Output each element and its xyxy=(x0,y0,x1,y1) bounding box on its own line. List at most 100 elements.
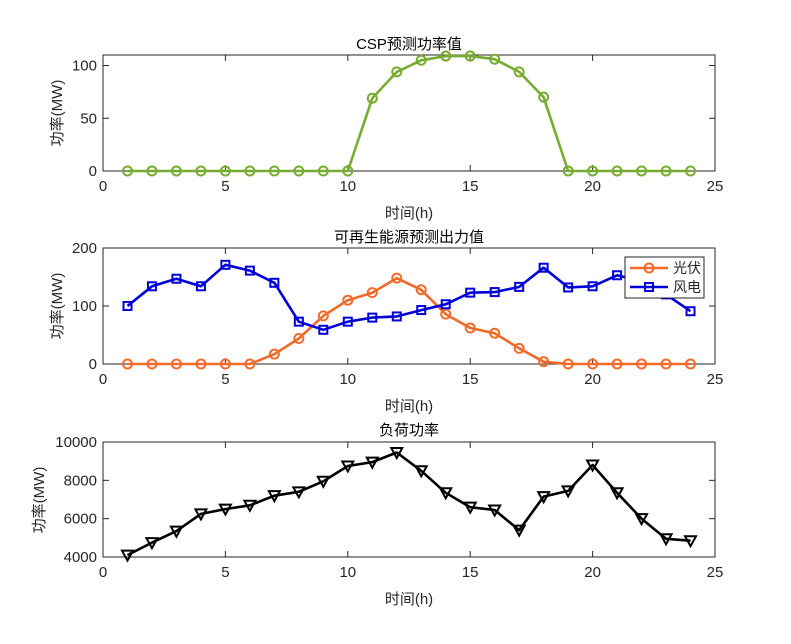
data-point xyxy=(242,499,258,513)
legend-label: 风电 xyxy=(673,279,701,295)
data-point xyxy=(317,165,329,177)
data-point xyxy=(489,327,501,339)
data-point xyxy=(489,53,501,65)
legend-marker xyxy=(643,262,655,274)
data-point xyxy=(121,165,133,177)
data-point xyxy=(195,165,207,177)
y-tick-label: 0 xyxy=(89,356,97,373)
data-point xyxy=(415,54,427,66)
data-point xyxy=(342,165,354,177)
data-point xyxy=(611,165,623,177)
data-point xyxy=(193,508,209,522)
data-point xyxy=(415,284,427,296)
legend-label: 光伏 xyxy=(673,260,701,276)
data-point xyxy=(244,165,256,177)
data-point xyxy=(269,277,280,288)
data-point xyxy=(244,265,255,276)
x-tick-label: 10 xyxy=(339,371,356,388)
x-axis-label: 时间(h) xyxy=(385,205,433,222)
chart-title: CSP预测功率值 xyxy=(356,36,462,53)
legend-box xyxy=(624,256,705,299)
x-tick-label: 0 xyxy=(99,371,107,388)
data-point xyxy=(146,165,158,177)
data-point xyxy=(169,525,184,539)
data-point xyxy=(587,165,599,177)
data-point xyxy=(538,91,550,103)
x-axis-label: 时间(h) xyxy=(385,398,433,415)
x-tick-label: 10 xyxy=(339,178,356,195)
x-tick-label: 25 xyxy=(707,564,724,581)
x-tick-label: 25 xyxy=(707,371,724,388)
data-point xyxy=(585,459,600,473)
x-tick-label: 20 xyxy=(584,371,601,388)
data-point xyxy=(316,475,331,489)
data-point xyxy=(244,358,256,370)
data-point xyxy=(612,270,623,281)
data-point xyxy=(587,358,599,370)
y-tick-label: 4000 xyxy=(64,549,97,566)
data-point xyxy=(513,66,525,78)
chart-title: 可再生能源预测出力值 xyxy=(334,229,484,246)
y-tick-label: 6000 xyxy=(64,511,97,528)
data-point xyxy=(660,358,672,370)
data-point xyxy=(366,287,378,299)
data-point xyxy=(685,306,696,317)
data-point xyxy=(218,503,233,517)
y-tick-label: 100 xyxy=(72,58,97,75)
data-point xyxy=(440,299,451,310)
data-point xyxy=(121,358,133,370)
x-tick-label: 10 xyxy=(339,564,356,581)
data-point xyxy=(170,165,182,177)
data-point xyxy=(391,66,403,78)
data-point xyxy=(367,312,378,323)
y-tick-label: 50 xyxy=(80,110,97,127)
data-point xyxy=(414,465,429,479)
data-point xyxy=(489,287,500,298)
data-point xyxy=(389,447,404,461)
data-point xyxy=(660,165,672,177)
data-point xyxy=(293,332,305,344)
data-point xyxy=(562,358,574,370)
data-point xyxy=(122,301,133,311)
x-axis-label: 时间(h) xyxy=(385,591,433,608)
data-point xyxy=(636,165,648,177)
series-line-0 xyxy=(126,451,691,557)
data-point xyxy=(560,485,576,499)
data-point xyxy=(634,513,649,527)
data-point xyxy=(318,324,329,335)
data-point xyxy=(144,537,160,551)
data-point xyxy=(563,282,574,293)
x-tick-label: 20 xyxy=(584,564,601,581)
y-tick-label: 0 xyxy=(89,163,97,180)
data-point xyxy=(658,533,674,547)
data-point xyxy=(391,272,403,284)
data-point xyxy=(195,358,207,370)
data-point xyxy=(219,358,231,370)
x-tick-label: 0 xyxy=(99,178,107,195)
data-point xyxy=(195,281,206,292)
data-point xyxy=(685,165,697,177)
data-point xyxy=(342,294,354,306)
y-tick-label: 100 xyxy=(72,298,97,315)
y-tick-label: 10000 xyxy=(55,434,97,451)
data-point xyxy=(636,358,648,370)
data-point xyxy=(465,287,476,298)
data-point xyxy=(219,165,231,177)
x-tick-label: 20 xyxy=(584,178,601,195)
x-tick-label: 25 xyxy=(707,178,724,195)
data-point xyxy=(440,308,452,320)
x-tick-label: 15 xyxy=(462,371,479,388)
x-tick-label: 5 xyxy=(221,564,229,581)
data-point xyxy=(365,456,380,470)
data-point xyxy=(587,281,598,292)
data-point xyxy=(464,50,476,62)
x-tick-label: 5 xyxy=(221,371,229,388)
data-point xyxy=(514,281,525,292)
data-point xyxy=(487,504,502,518)
data-point xyxy=(366,92,378,104)
data-point xyxy=(463,501,478,515)
